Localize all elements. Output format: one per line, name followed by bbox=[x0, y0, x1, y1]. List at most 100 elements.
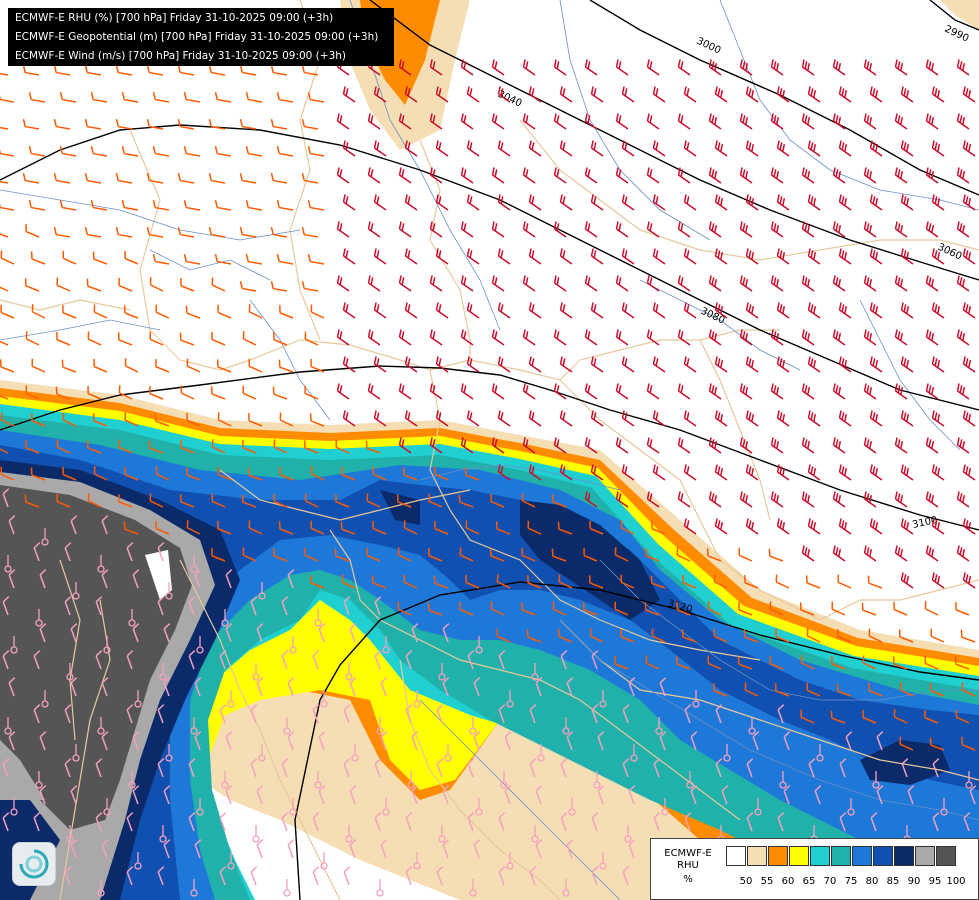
wind-calm-marker bbox=[624, 825, 632, 843]
rhu-core-85 bbox=[520, 500, 660, 620]
wind-barb bbox=[307, 199, 325, 211]
wind-barb bbox=[584, 167, 598, 184]
wind-barb bbox=[721, 785, 729, 805]
wind-barb bbox=[442, 839, 450, 859]
wind-barb bbox=[954, 656, 970, 670]
wind-barb bbox=[830, 710, 846, 724]
wind-barb bbox=[553, 113, 567, 130]
wind-calm-marker bbox=[376, 717, 384, 735]
wind-barb bbox=[522, 329, 536, 346]
wind-barb bbox=[126, 812, 134, 832]
title-rhu: ECMWF-E RHU (%) [700 hPa] Friday 31-10-2… bbox=[15, 12, 334, 24]
wind-barb bbox=[183, 145, 201, 157]
wind-barb bbox=[644, 602, 660, 616]
wind-barb bbox=[614, 656, 629, 670]
wind-calm-marker bbox=[314, 771, 322, 789]
wind-barb bbox=[8, 677, 16, 697]
wind-barb bbox=[185, 305, 201, 319]
wind-barb bbox=[428, 493, 443, 508]
wind-barb bbox=[405, 650, 413, 670]
wind-barb bbox=[551, 548, 567, 562]
wind-calm-marker bbox=[816, 744, 824, 762]
wind-barb bbox=[876, 785, 884, 805]
wind-barb bbox=[429, 383, 443, 400]
wind-barb bbox=[558, 574, 573, 589]
wind-barb bbox=[683, 302, 697, 319]
wind-barb bbox=[24, 494, 40, 508]
wind-barb bbox=[270, 118, 288, 130]
wind-barb bbox=[838, 356, 852, 373]
wind-barb bbox=[924, 601, 939, 616]
wind-calm-marker bbox=[531, 663, 539, 681]
title-box: ECMWF-E RHU (%) [700 hPa] Friday 31-10-2… bbox=[8, 8, 394, 66]
wind-barb bbox=[770, 329, 784, 346]
wind-barb bbox=[863, 545, 877, 562]
wind-calm-marker bbox=[500, 771, 508, 789]
wind-barb bbox=[621, 194, 635, 211]
wind-barb bbox=[33, 650, 41, 670]
wind-barb bbox=[219, 704, 227, 724]
wind-barb bbox=[70, 677, 78, 697]
wind-barb bbox=[739, 59, 753, 76]
wind-barb bbox=[301, 118, 319, 130]
wind-barb bbox=[739, 329, 753, 346]
wind-barb bbox=[342, 194, 356, 211]
wind-barb bbox=[863, 221, 877, 238]
wind-barb bbox=[956, 59, 970, 76]
wind-barb bbox=[429, 437, 443, 454]
wind-barb bbox=[683, 140, 697, 157]
wind-barb bbox=[270, 172, 288, 184]
wind-barb bbox=[309, 413, 325, 427]
wind-barb bbox=[620, 520, 635, 535]
wind-barb bbox=[373, 140, 387, 157]
wind-barb bbox=[92, 251, 108, 265]
wind-calm-marker bbox=[128, 771, 136, 789]
wind-barb bbox=[256, 677, 264, 697]
wind-barb bbox=[801, 329, 815, 346]
wind-calm-marker bbox=[655, 717, 663, 735]
wind-barb bbox=[900, 356, 914, 373]
wind-barb bbox=[53, 226, 71, 238]
wind-barb bbox=[838, 410, 852, 427]
wind-barb bbox=[528, 140, 542, 157]
wind-barb bbox=[892, 656, 908, 670]
wind-barb bbox=[622, 758, 630, 778]
wind-barb bbox=[962, 86, 976, 103]
wind-calm-marker bbox=[314, 609, 322, 627]
wind-barb bbox=[683, 194, 697, 211]
wind-barb bbox=[250, 866, 258, 886]
wind-barb bbox=[92, 413, 108, 427]
wind-barb bbox=[652, 194, 666, 211]
wind-barb bbox=[460, 383, 474, 400]
wind-barb bbox=[248, 304, 263, 319]
wind-barb bbox=[535, 677, 543, 697]
wind-barb bbox=[557, 521, 573, 535]
wind-barb bbox=[814, 785, 822, 805]
wind-barb bbox=[53, 172, 71, 184]
legend-tick: 100 bbox=[946, 876, 966, 887]
wind-barb bbox=[256, 623, 264, 643]
wind-barb bbox=[838, 194, 852, 211]
wind-barb bbox=[126, 866, 134, 886]
wind-barb bbox=[2, 758, 10, 778]
wind-barb bbox=[371, 575, 387, 589]
legend-tick: 75 bbox=[844, 876, 858, 887]
wind-barb bbox=[621, 410, 635, 427]
wind-barb bbox=[739, 167, 753, 184]
wind-barb bbox=[863, 167, 877, 184]
wind-barb bbox=[591, 812, 599, 832]
wind-barb bbox=[25, 385, 40, 400]
wind-barb bbox=[70, 839, 78, 859]
wind-barb bbox=[869, 194, 883, 211]
wind-barb bbox=[372, 466, 387, 481]
title-wind: ECMWF-E Wind (m/s) [700 hPa] Friday 31-1… bbox=[15, 50, 347, 62]
wind-barb bbox=[0, 71, 9, 76]
wind-calm-marker bbox=[35, 609, 43, 627]
wind-barb bbox=[225, 731, 233, 751]
wind-barb bbox=[25, 440, 40, 454]
wind-barb bbox=[526, 629, 542, 643]
wind-barb bbox=[31, 358, 46, 373]
wind-barb bbox=[801, 545, 815, 562]
